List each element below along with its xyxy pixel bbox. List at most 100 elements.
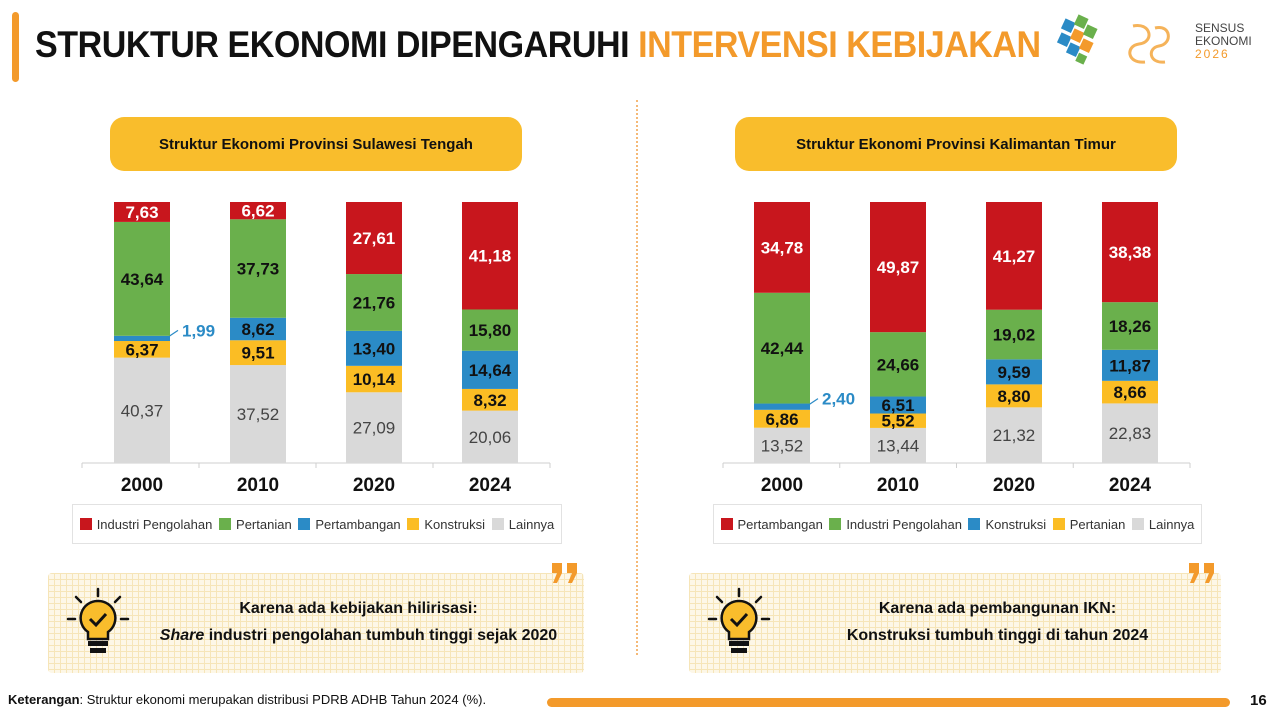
bar-pertanian-2020 xyxy=(346,274,402,331)
bar-pertanian-2020 xyxy=(986,384,1042,408)
x-tick-label-2020: 2020 xyxy=(353,475,395,496)
legend-item-lainnya: Lainnya xyxy=(1131,516,1195,532)
data-label-industri-pengolahan-2000: 7,63 xyxy=(125,203,158,222)
data-label-pertanian-2010: 5,52 xyxy=(881,412,914,431)
insight-line2-emphasis: Share xyxy=(159,627,205,644)
data-label-industri-pengolahan-2024: 41,18 xyxy=(469,247,512,266)
footer-text: : Struktur ekonomi merupakan distribusi … xyxy=(79,692,487,707)
data-label-pertanian-2000: 6,86 xyxy=(765,410,798,429)
data-label-lainnya-2020: 21,32 xyxy=(993,426,1036,445)
bar-lainnya-2010 xyxy=(870,427,926,463)
sensus-ekonomi-logo: SENSUS EKONOMI 2026 xyxy=(1056,14,1252,65)
quote-icon xyxy=(552,563,577,583)
panel-kalimantan-timur: Struktur Ekonomi Provinsi Kalimantan Tim… xyxy=(637,0,1274,700)
bar-konstruksi-2000 xyxy=(754,403,810,410)
bar-lainnya-2024 xyxy=(462,410,518,463)
legend-item-pertambangan: Pertambangan xyxy=(720,516,823,532)
bar-konstruksi-2024 xyxy=(1102,349,1158,381)
x-tick-label-2000: 2000 xyxy=(121,475,163,496)
data-label-lainnya-2024: 22,83 xyxy=(1109,424,1152,443)
data-label-konstruksi-2000: 6,37 xyxy=(125,340,158,359)
data-label-pertambangan-2010: 8,62 xyxy=(241,320,274,339)
legend-item-konstruksi: Konstruksi xyxy=(407,517,485,532)
bar-pertambangan-2010 xyxy=(230,317,286,341)
data-label-pertanian-2024: 15,80 xyxy=(469,321,512,340)
bar-industri-pengolahan-2024 xyxy=(462,202,518,310)
data-label-lainnya-2020: 27,09 xyxy=(353,419,396,438)
logo-line3: 2026 xyxy=(1195,47,1230,61)
insight-text: Karena ada kebijakan hilirisasi: Share i… xyxy=(143,595,574,649)
chart-kalimantan-timur: 13,52 6,86 2,40 42,44 34,78 2000 13,44 5,526,51… xyxy=(722,202,1191,496)
legend-swatch xyxy=(1052,518,1065,530)
bar-pertanian-2024 xyxy=(1102,380,1158,404)
quote-icon xyxy=(1189,563,1214,583)
legend-item-industri-pengolahan: Industri Pengolahan xyxy=(79,516,213,532)
legend-swatch xyxy=(79,518,92,530)
bar-pertanian-2000 xyxy=(114,221,170,336)
data-label-konstruksi-2020: 9,59 xyxy=(997,363,1030,382)
page-title-part1: STRUKTUR EKONOMI DIPENGARUHI xyxy=(35,24,630,65)
legend-swatch xyxy=(298,518,311,530)
data-label-konstruksi-2010: 9,51 xyxy=(241,344,274,363)
lightbulb-icon xyxy=(707,587,771,653)
bar-industri-pengolahan-2024 xyxy=(1102,302,1158,350)
insight-line2: Share industri pengolahan tumbuh tinggi … xyxy=(143,622,574,649)
legend-swatch xyxy=(829,518,842,530)
data-label-industri-pengolahan-2020: 19,02 xyxy=(993,326,1036,345)
data-label-lainnya-2010: 13,44 xyxy=(877,436,920,455)
legend-label: Pertanian xyxy=(1069,516,1126,532)
legend-label: Industri Pengolahan xyxy=(846,516,962,532)
legend-item-konstruksi: Konstruksi xyxy=(968,517,1046,532)
data-label-pertambangan-2020: 13,40 xyxy=(353,339,396,358)
legend-swatch xyxy=(720,518,733,530)
chart-legend: Industri Pengolahan Pertanian Pertambangan… xyxy=(72,504,562,544)
bar-lainnya-2000 xyxy=(754,427,810,463)
data-label-pertambangan-2024: 38,38 xyxy=(1109,243,1152,262)
callout-leader xyxy=(805,398,819,408)
legend-swatch xyxy=(491,518,504,530)
bar-lainnya-2020 xyxy=(986,407,1042,463)
insight-line2-rest: industri pengolahan tumbuh tinggi sejak … xyxy=(204,627,558,644)
data-label-konstruksi-2000: 2,40 xyxy=(822,390,855,409)
insight-note: Karena ada pembangunan IKN: Konstruksi t… xyxy=(689,563,1221,673)
data-label-pertanian-2000: 43,64 xyxy=(121,270,164,289)
data-label-pertanian-2020: 8,80 xyxy=(997,387,1030,406)
bar-pertanian-2010 xyxy=(870,413,926,428)
x-tick-label-2000: 2000 xyxy=(761,475,803,496)
legend-label: Konstruksi xyxy=(985,516,1047,532)
data-label-pertanian-2024: 8,66 xyxy=(1113,383,1146,402)
bar-lainnya-2000 xyxy=(114,357,170,463)
legend-label: Lainnya xyxy=(1148,516,1195,532)
footer-label: Keterangan xyxy=(8,692,80,707)
bar-lainnya-2024 xyxy=(1102,403,1158,463)
chart-title-pill: Struktur Ekonomi Provinsi Kalimantan Tim… xyxy=(735,117,1177,171)
legend-item-industri-pengolahan: Industri Pengolahan xyxy=(829,517,962,532)
bar-konstruksi-2010 xyxy=(870,396,926,414)
insight-note: Karena ada kebijakan hilirisasi: Share i… xyxy=(48,563,584,673)
bar-pertambangan-2000 xyxy=(114,335,170,342)
data-label-konstruksi-2024: 8,32 xyxy=(473,391,506,410)
legend-label: Pertambangan xyxy=(737,516,823,532)
bar-pertambangan-2024 xyxy=(1102,202,1158,303)
chart-legend: Pertambangan Industri Pengolahan Konstruks… xyxy=(713,504,1202,544)
bar-lainnya-2010 xyxy=(230,365,286,463)
insight-line2: Konstruksi tumbuh tinggi di tahun 2024 xyxy=(784,622,1211,649)
chart-title-pill: Struktur Ekonomi Provinsi Sulawesi Tenga… xyxy=(110,117,522,171)
legend-label: Pertanian xyxy=(236,516,292,532)
bar-industri-pengolahan-2010 xyxy=(230,202,286,220)
legend-item-pertanian: Pertanian xyxy=(219,517,292,532)
legend-swatch xyxy=(1131,518,1144,530)
bar-lainnya-2020 xyxy=(346,392,402,463)
legend-item-pertambangan: Pertambangan xyxy=(298,517,401,532)
lightbulb-icon xyxy=(66,587,130,653)
bar-industri-pengolahan-2020 xyxy=(346,202,402,275)
data-label-pertambangan-2010: 49,87 xyxy=(877,258,920,277)
bar-industri-pengolahan-2020 xyxy=(986,309,1042,360)
footer-note: Keterangan: Struktur ekonomi merupakan d… xyxy=(8,692,486,707)
insight-line1: Karena ada kebijakan hilirisasi: xyxy=(239,600,478,617)
bar-pertambangan-2020 xyxy=(346,330,402,366)
page-number: 16 xyxy=(1250,692,1267,709)
legend-label: Industri Pengolahan xyxy=(96,516,213,532)
data-label-lainnya-2000: 13,52 xyxy=(761,436,804,455)
bar-pertambangan-2010 xyxy=(870,202,926,333)
